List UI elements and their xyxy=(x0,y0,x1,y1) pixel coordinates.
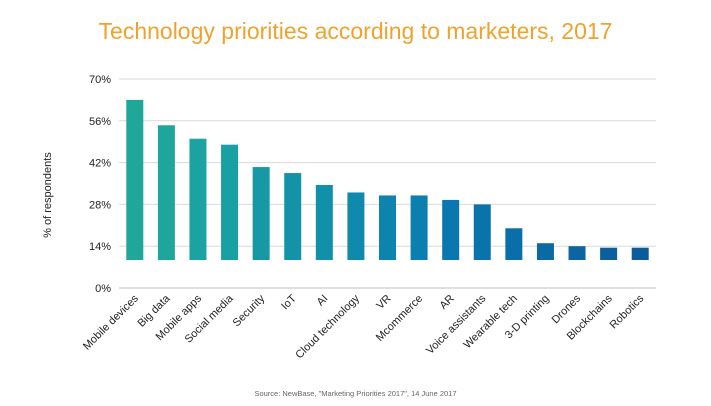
y-tick-label: 28% xyxy=(89,199,111,211)
y-tick-label: 70% xyxy=(89,74,111,86)
bar xyxy=(157,125,175,261)
x-tick-label: Mobile devices xyxy=(81,292,141,352)
bar xyxy=(189,138,207,260)
x-tick-label: Security xyxy=(231,292,268,329)
bar xyxy=(442,199,460,260)
y-tick-label: 0% xyxy=(95,283,111,295)
bar xyxy=(284,173,302,260)
bar xyxy=(410,195,428,260)
bar xyxy=(505,228,523,260)
bar xyxy=(221,144,239,260)
bar xyxy=(315,184,333,260)
chart-title: Technology priorities according to marke… xyxy=(98,18,613,44)
x-tick-label: IoT xyxy=(279,292,299,312)
bar xyxy=(252,167,270,260)
y-tick-label: 56% xyxy=(89,116,111,128)
bar xyxy=(536,243,554,260)
bar xyxy=(379,195,396,260)
bar xyxy=(600,247,618,260)
y-tick-label: 14% xyxy=(89,241,111,253)
bar xyxy=(631,247,649,260)
source-note: Source: NewBase, "Marketing Priorities 2… xyxy=(254,389,457,398)
bar xyxy=(347,192,365,260)
bar xyxy=(568,246,586,260)
bar xyxy=(473,204,491,260)
x-tick-label: VR xyxy=(374,293,393,312)
y-tick-label: 42% xyxy=(89,158,111,170)
bar xyxy=(126,99,144,261)
x-tick-label: AR xyxy=(438,293,457,312)
x-tick-label: AI xyxy=(315,293,331,309)
x-tick-label: Robotics xyxy=(608,292,647,331)
